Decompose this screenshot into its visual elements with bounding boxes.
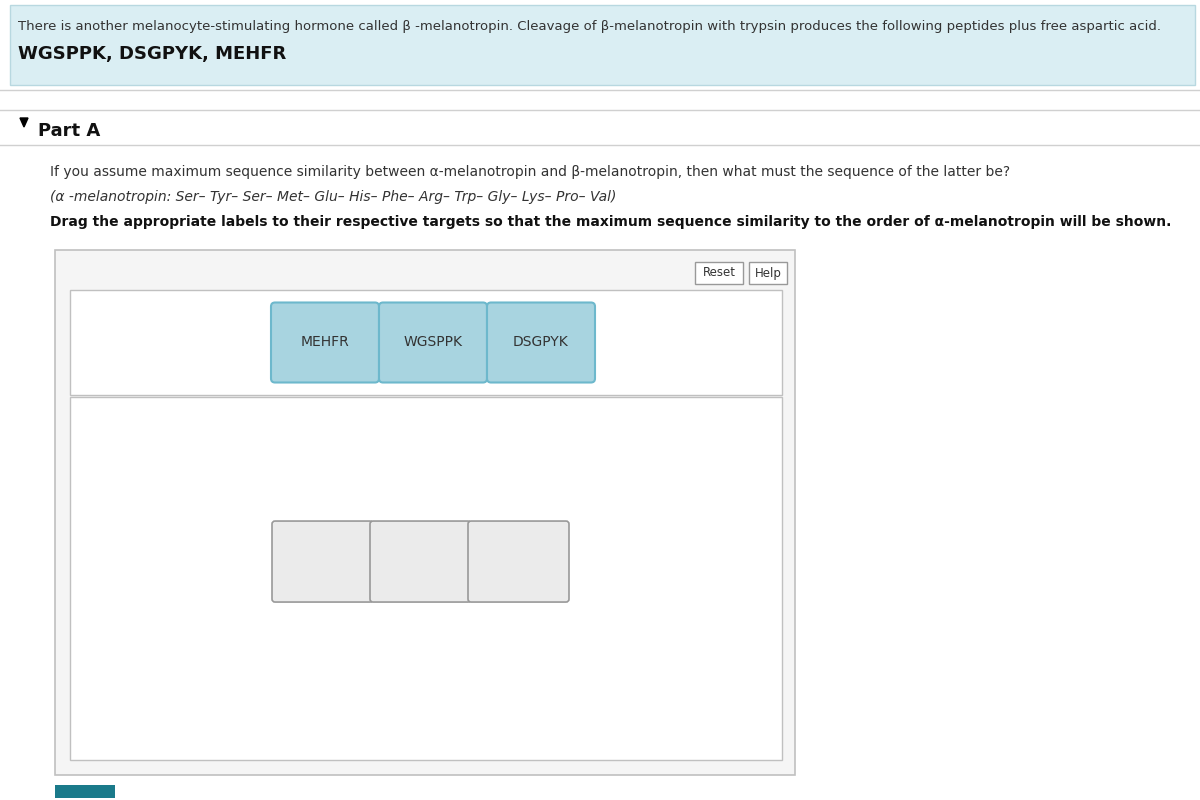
FancyBboxPatch shape <box>370 521 470 602</box>
Text: WGSPPK: WGSPPK <box>403 335 462 350</box>
FancyBboxPatch shape <box>70 397 782 760</box>
FancyBboxPatch shape <box>468 521 569 602</box>
FancyBboxPatch shape <box>749 262 787 284</box>
FancyBboxPatch shape <box>487 302 595 382</box>
Text: Reset: Reset <box>702 266 736 279</box>
FancyBboxPatch shape <box>271 302 379 382</box>
FancyBboxPatch shape <box>55 250 796 775</box>
Text: MEHFR: MEHFR <box>301 335 349 350</box>
FancyBboxPatch shape <box>272 521 373 602</box>
Text: Drag the appropriate labels to their respective targets so that the maximum sequ: Drag the appropriate labels to their res… <box>50 215 1171 229</box>
Text: If you assume maximum sequence similarity between α-melanotropin and β-melanotro: If you assume maximum sequence similarit… <box>50 165 1010 179</box>
FancyBboxPatch shape <box>55 785 115 798</box>
Text: There is another melanocyte-stimulating hormone called β -melanotropin. Cleavage: There is another melanocyte-stimulating … <box>18 20 1162 33</box>
FancyBboxPatch shape <box>379 302 487 382</box>
Text: DSGPYK: DSGPYK <box>514 335 569 350</box>
FancyBboxPatch shape <box>70 290 782 395</box>
FancyBboxPatch shape <box>10 5 1195 85</box>
Polygon shape <box>20 118 28 127</box>
Text: Part A: Part A <box>38 122 101 140</box>
Text: (α -melanotropin: Ser– Tyr– Ser– Met– Glu– His– Phe– Arg– Trp– Gly– Lys– Pro– Va: (α -melanotropin: Ser– Tyr– Ser– Met– Gl… <box>50 190 617 204</box>
Text: Help: Help <box>755 266 781 279</box>
FancyBboxPatch shape <box>695 262 743 284</box>
Text: WGSPPK, DSGPYK, MEHFR: WGSPPK, DSGPYK, MEHFR <box>18 45 287 63</box>
